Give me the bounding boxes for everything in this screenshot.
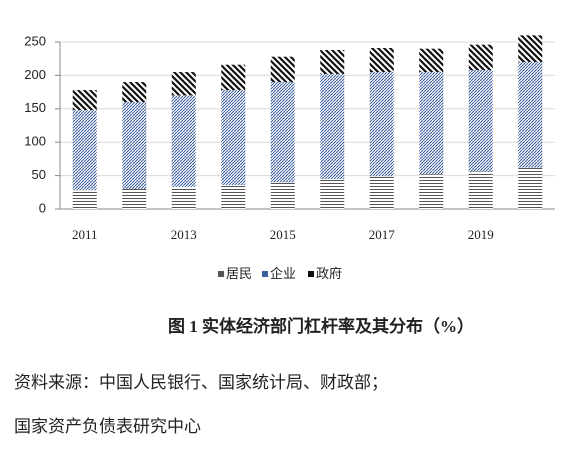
y-tick-label: 150 <box>24 100 46 115</box>
y-tick-label: 200 <box>24 67 46 82</box>
author-note: 国家资产负债表研究中心 <box>14 417 201 436</box>
x-tick-label: 2017 <box>369 227 396 242</box>
x-tick-label: 2015 <box>270 227 296 242</box>
source-note: 资料来源：中国人民银行、国家统计局、财政部； <box>14 373 388 392</box>
bar-segment <box>468 44 493 71</box>
legend-swatch <box>218 271 224 277</box>
bar-segment <box>468 171 493 209</box>
legend-swatch <box>308 271 314 277</box>
bar-segment <box>419 174 444 209</box>
bar-segment <box>518 35 543 63</box>
legend-label: 居民 <box>226 266 252 281</box>
x-tick-label: 2019 <box>468 227 494 242</box>
bar-segment <box>171 72 196 96</box>
x-tick-label: 2013 <box>171 227 197 242</box>
bar-segment <box>221 90 246 185</box>
bar-segment <box>419 72 444 175</box>
bar-segment <box>221 184 246 209</box>
bar-segment <box>122 102 147 189</box>
bar-segment <box>369 176 394 209</box>
bar-segment <box>369 48 394 73</box>
x-tick-label: 2011 <box>72 227 98 242</box>
bar-segment <box>221 64 246 91</box>
legend-label: 政府 <box>316 266 342 281</box>
bar-segment <box>122 82 147 103</box>
bar-segment <box>419 48 444 73</box>
bar-segment <box>518 62 543 168</box>
bar-segment <box>72 90 97 111</box>
y-tick-label: 0 <box>39 200 46 215</box>
bar-segment <box>320 178 345 209</box>
legend-label: 企业 <box>270 266 296 281</box>
bar-segment <box>518 167 543 209</box>
y-tick-label: 100 <box>24 134 46 149</box>
chart-caption: 图 1 实体经济部门杠杆率及其分布（%） <box>168 316 474 336</box>
bar-segment <box>468 70 493 172</box>
bar-segment <box>270 82 295 183</box>
bar-segment <box>122 188 147 209</box>
bar-segment <box>171 95 196 187</box>
bar-segment <box>171 186 196 209</box>
bar-segment <box>320 50 345 75</box>
bar-segment <box>320 74 345 179</box>
bar-segment <box>72 190 97 209</box>
bar-segment <box>270 56 295 83</box>
y-tick-label: 50 <box>32 167 46 182</box>
y-tick-label: 250 <box>24 33 46 48</box>
legend-swatch <box>262 271 268 277</box>
bar-segment <box>369 72 394 177</box>
bar-segment <box>72 110 97 191</box>
bar-segment <box>270 182 295 209</box>
